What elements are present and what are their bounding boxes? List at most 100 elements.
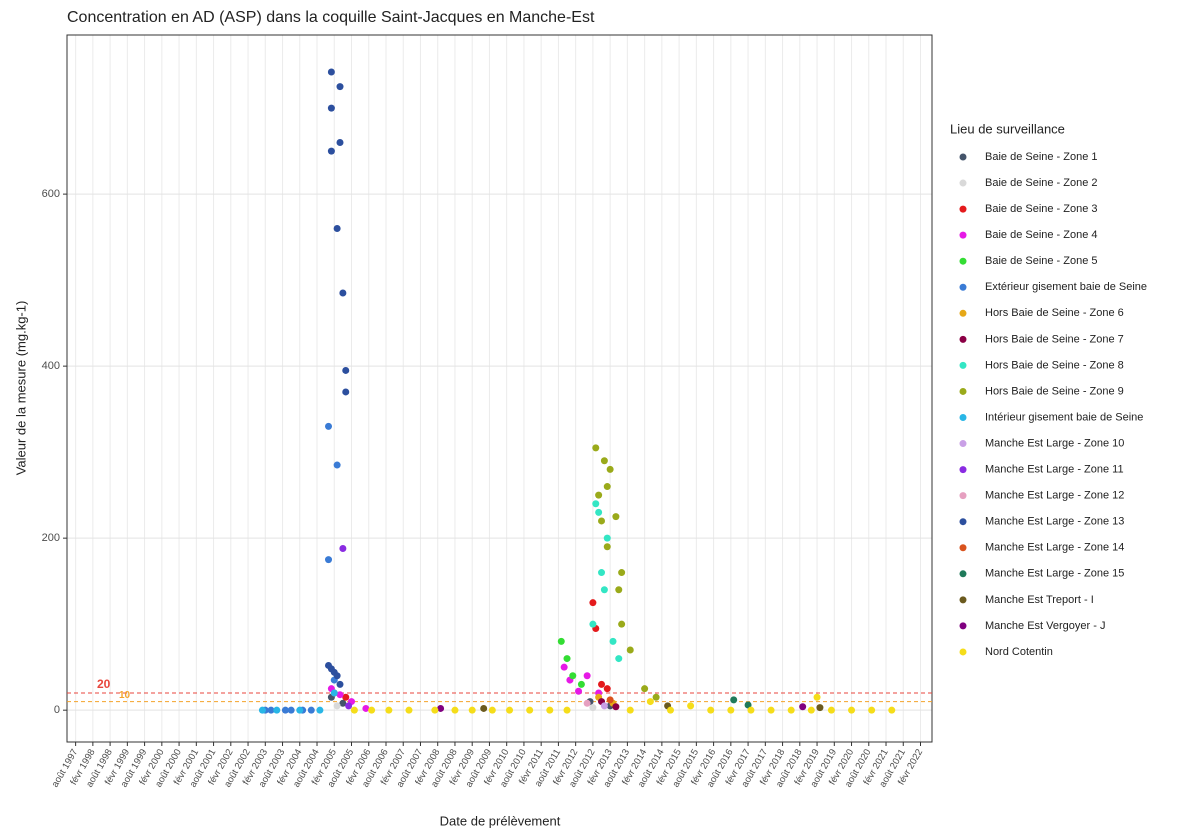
point [589, 599, 597, 607]
legend-swatch [959, 179, 967, 187]
point [336, 680, 344, 688]
legend-label: Nord Cotentin [985, 646, 1053, 658]
point [385, 706, 393, 714]
legend-label: Baie de Seine - Zone 1 [985, 151, 1098, 163]
legend-swatch [959, 335, 967, 343]
point [827, 706, 835, 714]
x-axis-title: Date de prélèvement [440, 813, 561, 828]
reference-label: 10 [119, 690, 131, 701]
point [583, 699, 591, 707]
legend-swatch [959, 387, 967, 395]
point [316, 706, 324, 714]
point [546, 706, 554, 714]
point [707, 706, 715, 714]
legend-swatch [959, 518, 967, 526]
legend-swatch [959, 309, 967, 317]
point [595, 491, 603, 499]
legend-label: Manche Est Treport - I [985, 594, 1094, 606]
point [468, 706, 476, 714]
point [569, 672, 577, 680]
legend-swatch [959, 466, 967, 474]
point [807, 706, 815, 714]
legend-label: Manche Est Large - Zone 12 [985, 490, 1124, 502]
point [336, 691, 344, 699]
legend-label: Manche Est Large - Zone 14 [985, 542, 1124, 554]
legend-label: Manche Est Vergoyer - J [985, 620, 1105, 632]
y-tick-label: 0 [54, 704, 60, 716]
point [868, 706, 876, 714]
point [799, 703, 807, 711]
point [267, 706, 275, 714]
point [618, 569, 626, 577]
legend-swatch [959, 257, 967, 265]
point [727, 706, 735, 714]
legend-label: Baie de Seine - Zone 2 [985, 177, 1098, 189]
point [813, 693, 821, 701]
point [888, 706, 896, 714]
legend-swatch [959, 153, 967, 161]
point [307, 706, 315, 714]
point [646, 698, 654, 706]
point [603, 685, 611, 693]
point [431, 706, 439, 714]
point [600, 457, 608, 465]
point [592, 500, 600, 508]
legend-swatch [959, 414, 967, 421]
legend-label: Hors Baie de Seine - Zone 7 [985, 333, 1124, 345]
point [336, 83, 344, 91]
point [560, 663, 568, 671]
point [405, 706, 413, 714]
point [652, 693, 660, 701]
point [273, 706, 281, 714]
point [606, 465, 614, 473]
point [339, 289, 347, 297]
legend-swatch [959, 622, 967, 630]
point [730, 696, 738, 704]
point [327, 68, 335, 76]
legend-swatch [959, 492, 967, 500]
point [506, 706, 514, 714]
point [350, 706, 358, 714]
point [342, 366, 350, 374]
point [563, 706, 571, 714]
legend-swatch [959, 205, 967, 213]
point [589, 704, 597, 712]
point [592, 444, 600, 452]
point [816, 704, 824, 712]
legend-label: Extérieur gisement baie de Seine [985, 281, 1147, 293]
legend-label: Hors Baie de Seine - Zone 9 [985, 385, 1124, 397]
point [339, 699, 347, 707]
point [641, 685, 649, 693]
point [606, 696, 614, 704]
point [325, 556, 333, 564]
point [526, 706, 534, 714]
point [563, 655, 571, 663]
point [339, 544, 347, 552]
point [577, 680, 585, 688]
point [451, 706, 459, 714]
point [583, 672, 591, 680]
legend-title: Lieu de surveillance [950, 121, 1065, 136]
point [333, 461, 341, 469]
point [258, 706, 266, 714]
chart-title: Concentration en AD (ASP) dans la coquil… [67, 9, 595, 26]
legend-label: Manche Est Large - Zone 10 [985, 437, 1124, 449]
point [848, 706, 856, 714]
point [480, 704, 488, 712]
point [287, 706, 295, 714]
legend-label: Baie de Seine - Zone 4 [985, 229, 1098, 241]
point [747, 706, 755, 714]
point [687, 702, 695, 710]
legend-label: Intérieur gisement baie de Seine [985, 411, 1143, 423]
point [345, 702, 353, 710]
point [281, 706, 289, 714]
point [342, 388, 350, 396]
legend-swatch [959, 361, 967, 369]
point [600, 586, 608, 594]
point [362, 704, 370, 712]
point [609, 637, 617, 645]
point [744, 701, 752, 709]
point [327, 104, 335, 112]
point [595, 508, 603, 516]
point [767, 706, 775, 714]
